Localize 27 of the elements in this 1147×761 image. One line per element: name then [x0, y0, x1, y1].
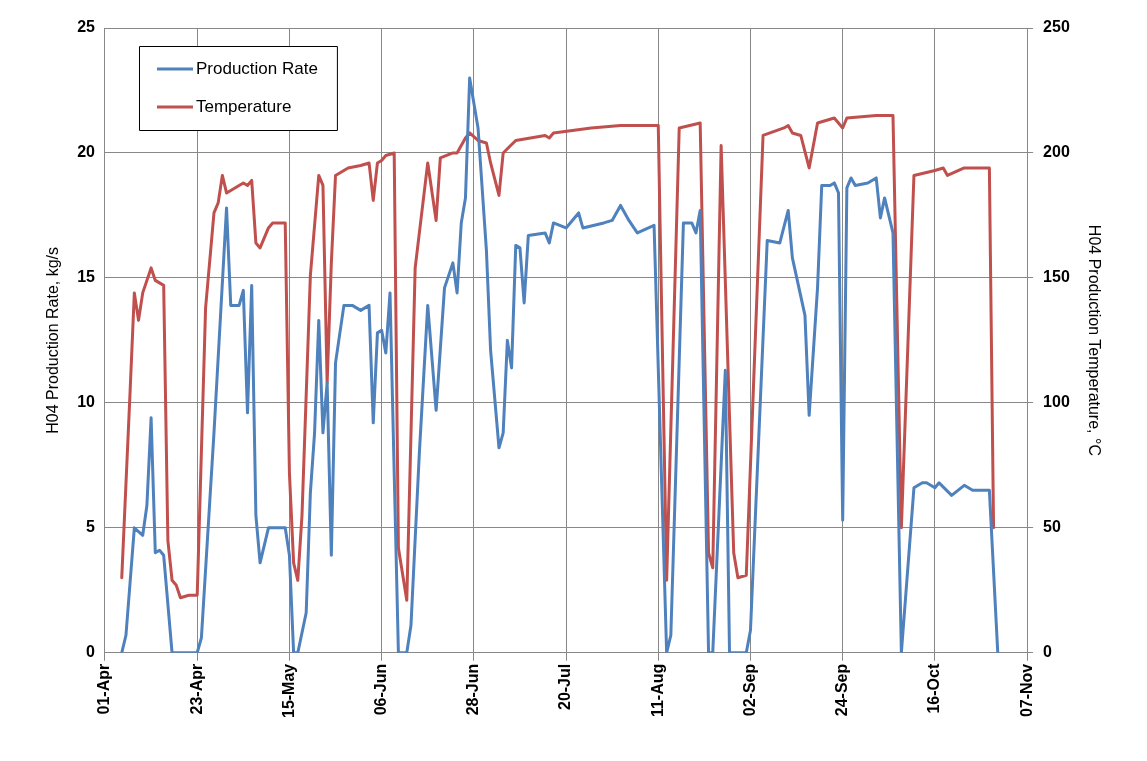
x-tick-label: 23-Apr	[187, 663, 205, 715]
x-tick-label: 28-Jun	[464, 663, 482, 716]
y-tick-label: 15	[77, 268, 96, 286]
x-tick-label: 01-Apr	[95, 663, 113, 715]
x-tick-label: 20-Jul	[556, 663, 574, 710]
y-axis-title: H04 Production Rate, kg/s	[44, 246, 62, 434]
legend-label: Production Rate	[196, 58, 318, 78]
x-tick-label: 11-Aug	[648, 663, 666, 718]
y-tick-label: 20	[77, 143, 96, 161]
x-tick-label: 07-Nov	[1017, 663, 1035, 718]
y2-tick-label: 50	[1043, 518, 1061, 536]
x-tick-label: 15-May	[279, 663, 297, 718]
x-tick-label: 16-Oct	[925, 663, 943, 714]
y2-tick-label: 200	[1043, 143, 1070, 161]
x-tick-label: 06-Jun	[372, 663, 390, 716]
y-tick-label: 25	[77, 18, 96, 36]
y2-axis-title: H04 Production Temperature, °C	[1085, 224, 1103, 456]
y2-tick-label: 250	[1043, 18, 1070, 36]
y-tick-label: 5	[86, 518, 96, 536]
x-tick-label: 24-Sep	[833, 663, 851, 717]
y2-tick-label: 0	[1043, 643, 1053, 661]
legend-label: Temperature	[196, 96, 292, 116]
y-tick-label: 0	[86, 643, 96, 661]
x-tick-label: 02-Sep	[740, 663, 758, 717]
y-tick-label: 10	[77, 393, 96, 411]
y2-tick-label: 150	[1043, 268, 1070, 286]
y2-tick-label: 100	[1043, 393, 1070, 411]
